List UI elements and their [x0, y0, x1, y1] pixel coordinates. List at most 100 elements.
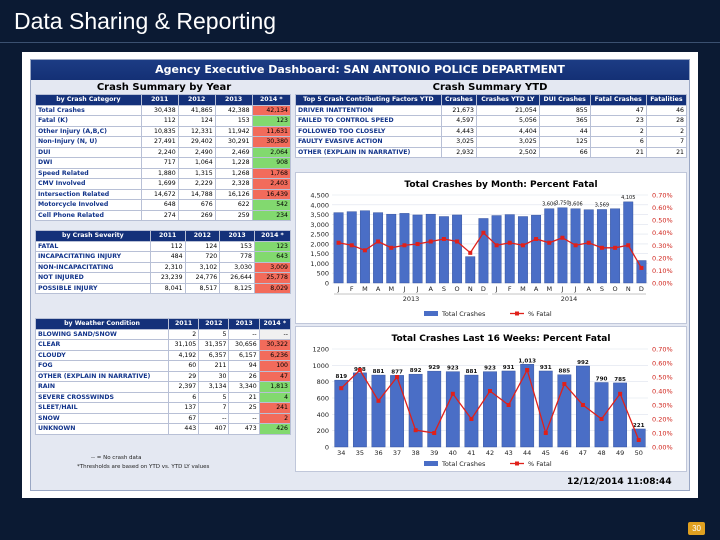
- fatal-percent-point: [413, 428, 418, 433]
- bar: [359, 210, 370, 284]
- row-label: NOT INJURED: [35, 272, 151, 284]
- chart-title: Total Crashes by Month: Percent Fatal: [404, 180, 597, 190]
- no-data-note: -- = No crash data: [91, 455, 142, 461]
- x-tick-label: 35: [356, 449, 364, 457]
- bar-label: 885: [559, 369, 571, 375]
- bar-label: 4,105: [621, 195, 635, 201]
- y-tick-label: 4,500: [310, 192, 329, 200]
- table-cell: 10,835: [140, 125, 179, 137]
- table-cell: 2,469: [214, 146, 253, 158]
- table-row: SEVERE CROSSWINDS 6 5 21 4: [34, 391, 292, 403]
- fatal-percent-point: [599, 245, 604, 250]
- bar: [464, 374, 479, 448]
- table-cell: 7: [198, 402, 230, 414]
- table-cell: 720: [184, 251, 221, 263]
- table-cell: 2: [645, 125, 688, 137]
- row-label: CLOUDY: [34, 349, 170, 361]
- bar: [517, 216, 528, 284]
- table-cell: 8,029: [253, 282, 292, 294]
- row-label: RAIN: [34, 381, 170, 393]
- table-cell: 29: [168, 370, 200, 382]
- table-cell: 23: [589, 115, 647, 127]
- table-cell: 6,157: [228, 349, 260, 361]
- row-label: SLEET/HAIL: [34, 402, 170, 414]
- row-label: FAILED TO CONTROL SPEED: [295, 115, 442, 127]
- table-cell: 125: [538, 136, 591, 148]
- row-label: CMV Involved: [35, 178, 142, 190]
- bar: [491, 215, 502, 284]
- column-header: 2011: [149, 230, 186, 242]
- column-header: by Weather Condition: [34, 318, 170, 330]
- table-cell: 4,192: [168, 349, 200, 361]
- bar-label: 790: [596, 376, 608, 382]
- bar: [412, 214, 423, 284]
- row-label: UNKNOWN: [34, 423, 170, 435]
- fatal-percent-point: [626, 243, 631, 248]
- row-label: INCAPACITATING INJURY: [35, 251, 151, 263]
- column-header: 2013: [219, 230, 255, 242]
- bar: [438, 216, 449, 284]
- bar: [425, 213, 436, 284]
- fatal-percent-point: [560, 235, 565, 240]
- x-tick-label: 49: [616, 449, 624, 457]
- column-header: 2013: [228, 318, 260, 330]
- row-label: Speed Related: [35, 167, 142, 179]
- table-cell: 6,357: [198, 349, 230, 361]
- table-row: CLOUDY 4,192 6,357 6,157 6,236: [34, 349, 292, 361]
- row-label: DUI: [35, 146, 142, 158]
- table-cell: 4,597: [440, 115, 478, 127]
- table-cell: 12,331: [177, 125, 216, 137]
- fatal-percent-point: [586, 240, 591, 245]
- title-divider: [0, 42, 720, 43]
- column-header: Crashes YTD LY: [476, 94, 540, 106]
- bar-label: 3,569: [595, 202, 609, 208]
- fatal-percent-point: [636, 438, 641, 442]
- table-cell: 3,134: [198, 381, 230, 393]
- fatal-percent-point: [349, 243, 354, 248]
- table-cell: 112: [140, 115, 179, 127]
- bar: [483, 371, 497, 448]
- bar-label: 923: [484, 366, 496, 372]
- bar: [371, 374, 386, 448]
- table-row: Total Crashes 30,438 41,865 42,388 42,134: [35, 104, 292, 116]
- threshold-note: *Thresholds are based on YTD vs. YTD LY …: [77, 464, 210, 470]
- table-cell: 26: [228, 370, 260, 382]
- column-header: 2012: [198, 318, 230, 330]
- table-cell: 30,438: [140, 104, 179, 116]
- table-cell: 29,402: [177, 136, 216, 148]
- table-cell: 426: [258, 423, 292, 435]
- row-label: SNOW: [34, 412, 170, 424]
- report-timestamp: 12/12/2014 11:08:44: [567, 477, 672, 487]
- fatal-percent-point: [506, 403, 511, 407]
- table-cell: 21: [228, 391, 260, 403]
- fatal-percent-point: [389, 245, 394, 250]
- table-cell: 3,340: [228, 381, 260, 393]
- row-label: CLEAR: [34, 339, 170, 351]
- weekly-crash-chart-svg: Total Crashes Last 16 Weeks: Percent Fat…: [312, 334, 672, 468]
- row-label: Motorcycle Involved: [35, 199, 142, 211]
- bar-label: 1,013: [518, 358, 536, 364]
- table-cell: 3,025: [440, 136, 478, 148]
- table-cell: 21: [589, 146, 647, 158]
- bar: [452, 214, 463, 284]
- column-header: by Crash Category: [35, 94, 142, 106]
- table-row: FATAL 112 124 153 123: [35, 240, 292, 252]
- y2-tick-label: 0.20%: [652, 254, 673, 262]
- row-label: Intersection Related: [35, 188, 142, 200]
- bar-label: 881: [373, 369, 385, 375]
- fatal-percent-point: [376, 398, 381, 403]
- row-label: Total Crashes: [35, 104, 142, 116]
- fatal-percent-point: [469, 417, 474, 421]
- column-header: 2014 *: [253, 230, 292, 242]
- table-cell: 42,134: [251, 104, 292, 116]
- weather-condition-table: by Weather Condition 2011 2012 2013 2014 * B…: [34, 318, 292, 435]
- legend-swatch-total: [424, 311, 438, 316]
- row-label: Non-Injury (N, U): [35, 136, 142, 148]
- table-row: SLEET/HAIL 137 7 25 241: [34, 402, 292, 414]
- bar: [333, 212, 344, 284]
- y-tick-label: 1,000: [310, 260, 329, 268]
- x-tick-label: 34: [337, 449, 345, 457]
- table-cell: 855: [538, 104, 591, 116]
- table-cell: 67: [168, 412, 200, 424]
- legend-label: % Fatal: [528, 460, 552, 468]
